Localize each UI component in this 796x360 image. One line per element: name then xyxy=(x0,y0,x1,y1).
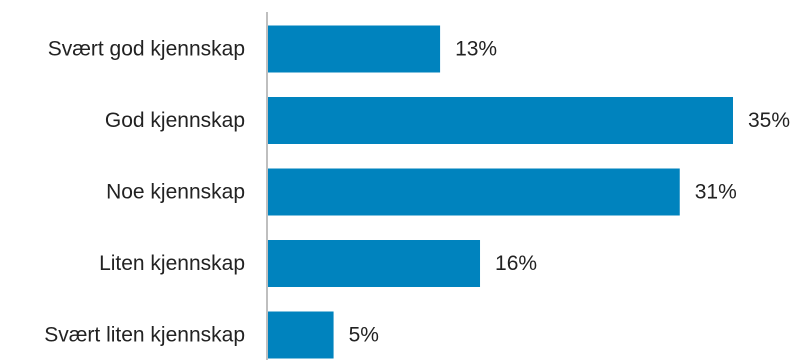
value-label-3: 16% xyxy=(495,252,537,275)
category-label-3: Liten kjennskap xyxy=(99,252,245,275)
value-label-1: 35% xyxy=(748,109,790,132)
category-label-4: Svært liten kjennskap xyxy=(44,324,245,347)
bar-2 xyxy=(267,168,680,216)
category-label-2: Noe kjennskap xyxy=(106,181,245,204)
bar-4 xyxy=(267,311,334,359)
bars-layer xyxy=(267,25,733,359)
labels-layer: Svært god kjennskap 13% God kjennskap 35% No… xyxy=(44,38,790,347)
category-label-1: God kjennskap xyxy=(105,109,245,132)
bar-0 xyxy=(267,25,441,73)
bar-1 xyxy=(267,97,733,144)
value-label-0: 13% xyxy=(455,38,497,61)
bar-3 xyxy=(267,240,481,287)
value-label-4: 5% xyxy=(349,324,379,347)
value-label-2: 31% xyxy=(695,181,737,204)
category-label-0: Svært god kjennskap xyxy=(48,38,245,61)
